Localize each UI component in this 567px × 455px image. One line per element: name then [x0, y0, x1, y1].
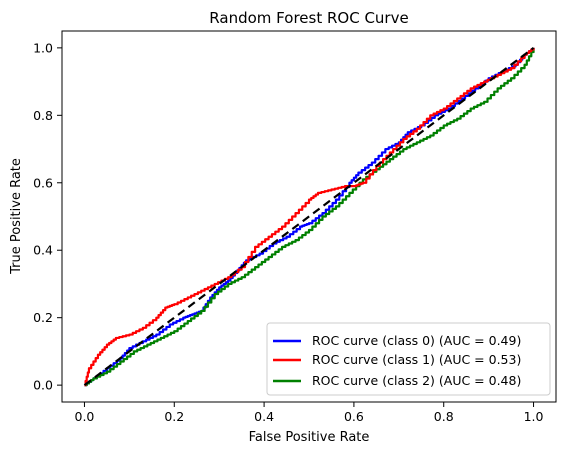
roc-line-class-2	[84, 47, 535, 387]
y-axis-label: True Positive Rate	[9, 158, 24, 275]
y-axis-ticks: 0.0 0.2 0.4 0.6 0.8 1.0	[33, 40, 62, 393]
x-tick-label: 0.2	[164, 409, 184, 424]
x-tick-label: 0.6	[344, 409, 364, 424]
y-tick-label: 0.8	[33, 108, 53, 123]
x-tick-label: 0.4	[254, 409, 274, 424]
y-tick-label: 0.4	[33, 243, 53, 258]
x-tick-label: 1.0	[524, 409, 544, 424]
x-tick-label: 0.0	[75, 409, 95, 424]
chart-title: Random Forest ROC Curve	[209, 9, 408, 27]
y-tick-label: 0.6	[33, 175, 53, 190]
chance-reference-line	[83, 46, 535, 387]
y-tick-label: 1.0	[33, 40, 53, 55]
legend-label-class-1: ROC curve (class 1) (AUC = 0.53)	[312, 352, 521, 367]
roc-line-class-0	[84, 47, 535, 387]
series-layer	[83, 46, 535, 387]
legend-frame	[266, 322, 551, 396]
legend-label-class-0: ROC curve (class 0) (AUC = 0.49)	[312, 333, 521, 348]
y-tick-label: 0.2	[33, 310, 53, 325]
y-tick-label: 0.0	[33, 378, 53, 393]
x-axis-ticks: 0.0 0.2 0.4 0.6 0.8 1.0	[75, 402, 544, 424]
x-axis-label: False Positive Rate	[249, 430, 370, 445]
legend: ROC curve (class 0) (AUC = 0.49) ROC cur…	[266, 322, 551, 396]
x-tick-label: 0.8	[434, 409, 454, 424]
legend-label-class-2: ROC curve (class 2) (AUC = 0.48)	[312, 373, 521, 388]
roc-line-class-1	[84, 47, 535, 387]
